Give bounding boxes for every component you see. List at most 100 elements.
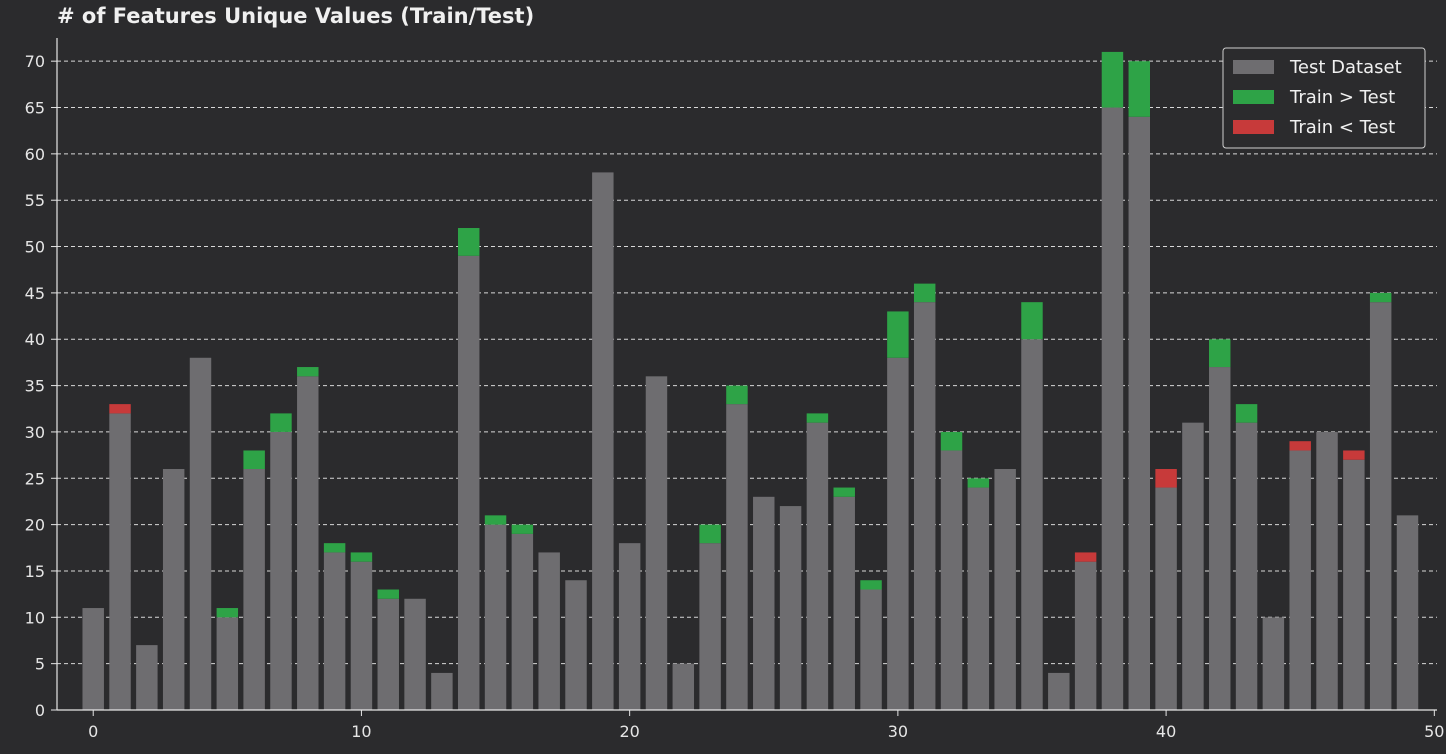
- bar-test-dataset: [779, 506, 802, 710]
- bar-train-greater: [511, 524, 534, 534]
- bar-test-dataset: [1343, 459, 1365, 710]
- bar-train-greater: [1235, 404, 1258, 423]
- bar-test-dataset: [967, 487, 990, 710]
- bar-train-greater: [699, 524, 721, 544]
- bar-train-greater: [913, 283, 936, 303]
- y-tick-label: 60: [25, 145, 45, 164]
- bar-train-greater: [350, 552, 373, 562]
- bar-test-dataset: [243, 469, 265, 710]
- y-tick-label: 55: [25, 191, 45, 210]
- bar-test-dataset: [565, 580, 587, 710]
- bar-test-dataset: [699, 543, 721, 710]
- bar-test-dataset: [109, 413, 131, 710]
- bar-test-dataset: [1396, 515, 1419, 710]
- y-tick-label: 5: [35, 655, 45, 674]
- y-tick-label: 35: [25, 377, 45, 396]
- bar-test-dataset: [297, 376, 319, 710]
- bar-test-dataset: [1048, 672, 1070, 710]
- bar-test-dataset: [189, 357, 212, 710]
- bar-train-greater: [270, 413, 292, 432]
- bar-test-dataset: [270, 431, 292, 710]
- axes: 0 5 10 15 20 25 30 35 40 45 50 55 60 65 70 0 10 20 30 40 50: [25, 38, 1444, 741]
- legend: Test Dataset Train > Test Train < Test: [1222, 47, 1426, 149]
- bar-train-less: [1155, 469, 1177, 488]
- x-tick-label: 30: [888, 722, 908, 741]
- bar-train-greater: [887, 311, 909, 358]
- legend-label: Train > Test: [1289, 87, 1395, 108]
- bar-test-dataset: [1369, 302, 1392, 710]
- bar-test-dataset: [162, 469, 185, 710]
- bar-test-dataset: [404, 598, 426, 710]
- bar-train-greater: [806, 413, 829, 423]
- bar-train-greater: [457, 228, 480, 256]
- bar-train-greater: [297, 367, 319, 377]
- bar-train-greater: [216, 608, 239, 618]
- bar-test-dataset: [1262, 617, 1285, 710]
- bar-test-dataset: [457, 255, 480, 711]
- y-tick-label: 40: [25, 330, 45, 349]
- y-tick-label: 70: [25, 52, 45, 71]
- bar-test-dataset: [672, 663, 695, 710]
- bar-test-dataset: [592, 172, 614, 710]
- bars: [82, 51, 1419, 711]
- bar-test-dataset: [1128, 116, 1151, 711]
- bar-test-dataset: [726, 404, 748, 710]
- bar-train-greater: [1021, 302, 1043, 340]
- bar-test-dataset: [538, 552, 560, 710]
- bar-test-dataset: [1289, 450, 1311, 710]
- y-tick-label: 20: [25, 516, 45, 535]
- bar-train-greater: [1369, 292, 1392, 303]
- bar-test-dataset: [1021, 339, 1043, 710]
- bar-test-dataset: [806, 422, 829, 710]
- legend-label: Test Dataset: [1289, 57, 1402, 78]
- y-tick-label: 50: [25, 238, 45, 257]
- bar-train-greater: [323, 543, 346, 553]
- y-tick-label: 10: [25, 608, 45, 627]
- bar-test-dataset: [1235, 422, 1258, 710]
- bar-test-dataset: [377, 598, 399, 710]
- bar-train-greater: [833, 487, 855, 497]
- y-tick-label: 30: [25, 423, 45, 442]
- bar-train-less: [1289, 441, 1311, 451]
- bar-test-dataset: [994, 469, 1016, 710]
- bar-test-dataset: [887, 357, 909, 710]
- bar-train-greater: [1101, 51, 1124, 108]
- bar-test-dataset: [1209, 367, 1231, 710]
- bar-train-less: [1343, 450, 1365, 460]
- bar-test-dataset: [860, 589, 882, 710]
- legend-label: Train < Test: [1289, 117, 1395, 138]
- bar-test-dataset: [1316, 431, 1338, 710]
- bar-test-dataset: [511, 533, 534, 710]
- bar-test-dataset: [484, 524, 507, 710]
- chart-title: # of Features Unique Values (Train/Test): [57, 4, 535, 28]
- legend-swatch: [1233, 60, 1274, 74]
- y-tick-label: 45: [25, 284, 45, 303]
- bar-test-dataset: [913, 302, 936, 710]
- x-tick-label: 40: [1156, 722, 1176, 741]
- y-tick-label: 65: [25, 99, 45, 118]
- bar-train-greater: [1209, 339, 1231, 368]
- bar-train-greater: [243, 450, 265, 470]
- bar-test-dataset: [1182, 422, 1204, 710]
- y-tick-label: 15: [25, 562, 45, 581]
- bar-test-dataset: [216, 617, 239, 710]
- bar-train-less: [1074, 552, 1097, 562]
- bar-test-dataset: [753, 496, 775, 710]
- bar-test-dataset: [1155, 487, 1177, 710]
- bar-train-greater: [1128, 61, 1151, 117]
- bar-test-dataset: [645, 376, 668, 710]
- x-tick-label: 50: [1424, 722, 1444, 741]
- bar-test-dataset: [833, 496, 855, 710]
- bar-test-dataset: [323, 552, 346, 710]
- x-tick-label: 0: [88, 722, 98, 741]
- bar-train-greater: [860, 580, 882, 590]
- legend-swatch: [1233, 90, 1274, 104]
- bar-test-dataset: [136, 645, 158, 710]
- bar-train-greater: [484, 515, 507, 525]
- bar-test-dataset: [1074, 561, 1097, 710]
- bar-test-dataset: [1101, 107, 1124, 711]
- bar-test-dataset: [82, 608, 104, 710]
- bar-train-greater: [726, 385, 748, 405]
- x-tick-label: 10: [351, 722, 371, 741]
